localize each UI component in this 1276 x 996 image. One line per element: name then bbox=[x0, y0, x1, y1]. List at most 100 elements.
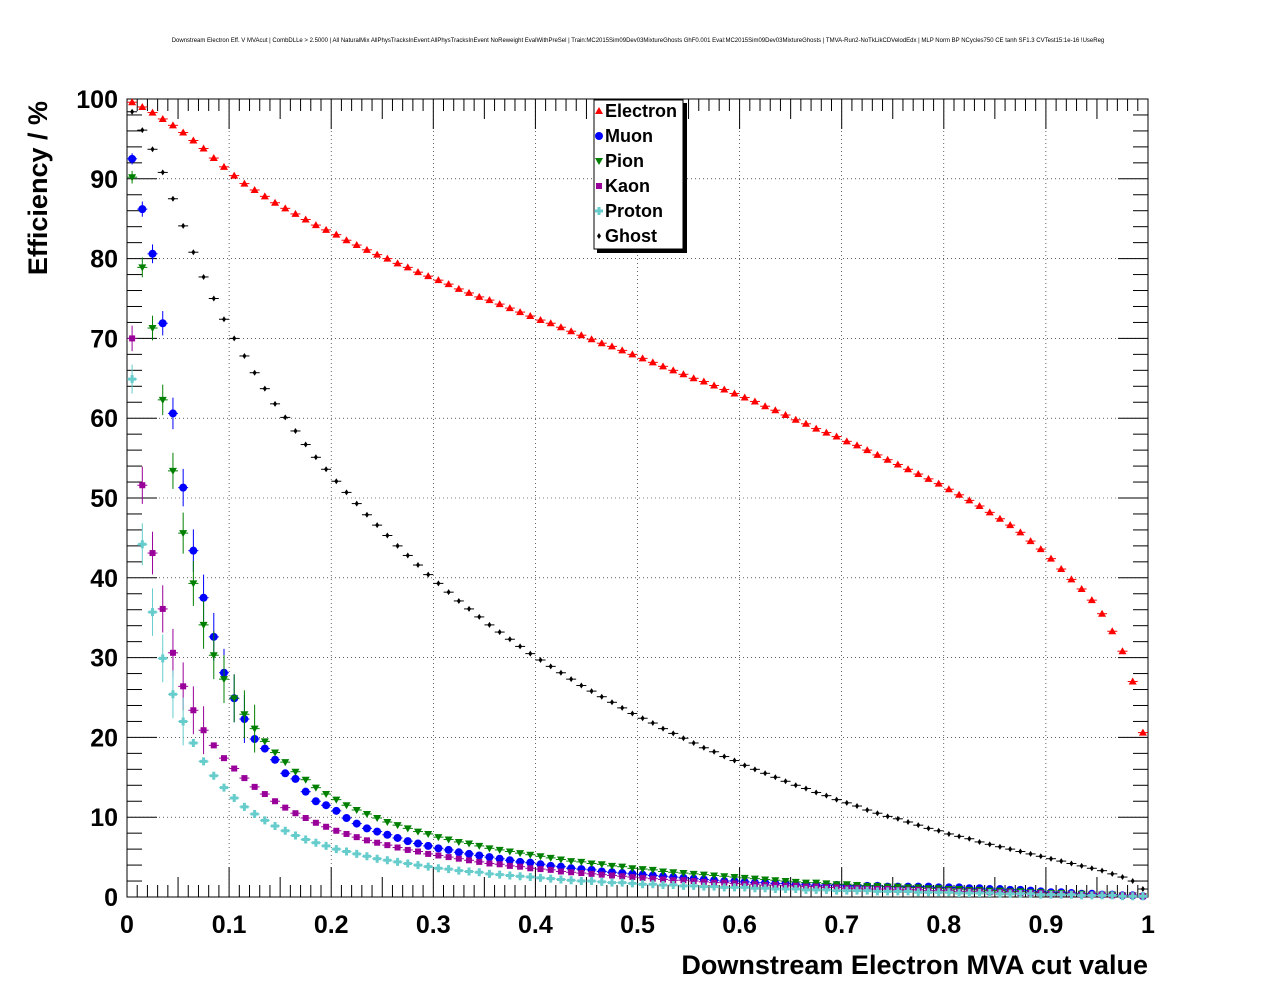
data-point-electron bbox=[761, 402, 770, 410]
data-point-proton bbox=[965, 889, 974, 898]
data-point-ghost bbox=[997, 843, 1002, 850]
data-point-proton bbox=[669, 881, 678, 890]
data-point-ghost bbox=[803, 785, 808, 792]
data-point-proton bbox=[873, 887, 882, 896]
data-point-ghost bbox=[1130, 878, 1135, 885]
data-point-proton bbox=[761, 884, 770, 893]
data-point-ghost bbox=[1120, 874, 1125, 881]
data-point-proton bbox=[250, 810, 259, 819]
data-point-proton bbox=[454, 866, 463, 875]
data-point-electron bbox=[934, 479, 943, 487]
data-point-electron bbox=[812, 424, 821, 432]
data-point-ghost bbox=[548, 663, 553, 670]
data-point-proton bbox=[219, 783, 228, 792]
data-point-electron bbox=[710, 381, 719, 389]
data-point-electron bbox=[883, 455, 892, 463]
data-point-ghost bbox=[283, 414, 288, 421]
data-point-ghost bbox=[354, 500, 359, 507]
x-tick-label: 0.7 bbox=[824, 911, 859, 939]
data-point-proton bbox=[781, 885, 790, 894]
data-point-pion bbox=[791, 878, 800, 886]
legend-label-electron: Electron bbox=[605, 101, 677, 121]
data-point-electron bbox=[567, 327, 576, 335]
data-point-ghost bbox=[681, 735, 686, 742]
data-point-electron bbox=[638, 354, 647, 362]
data-point-muon bbox=[434, 844, 443, 853]
data-point-proton bbox=[995, 889, 1004, 898]
data-point-proton bbox=[383, 856, 392, 865]
data-series bbox=[127, 98, 1148, 901]
data-point-ghost bbox=[640, 715, 645, 722]
data-point-proton bbox=[975, 889, 984, 898]
data-point-pion bbox=[822, 880, 831, 888]
data-point-ghost bbox=[211, 295, 216, 302]
data-point-pion bbox=[260, 738, 269, 746]
data-point-electron bbox=[199, 144, 208, 152]
data-point-pion bbox=[495, 846, 504, 854]
data-point-kaon bbox=[333, 827, 340, 834]
data-point-pion bbox=[465, 840, 474, 848]
data-point-kaon bbox=[445, 854, 452, 861]
data-point-proton bbox=[883, 887, 892, 896]
data-point-ghost bbox=[1008, 846, 1013, 853]
data-point-ghost bbox=[364, 511, 369, 518]
data-point-kaon bbox=[404, 846, 411, 853]
data-point-ghost bbox=[1140, 886, 1145, 893]
data-point-ghost bbox=[232, 335, 237, 342]
data-point-pion bbox=[771, 877, 780, 885]
data-point-electron bbox=[250, 185, 259, 193]
x-tick-label: 0.8 bbox=[926, 911, 961, 939]
data-point-ghost bbox=[732, 757, 737, 764]
data-point-kaon bbox=[660, 876, 667, 883]
data-point-kaon bbox=[629, 874, 636, 881]
data-point-proton bbox=[730, 883, 739, 892]
data-point-electron bbox=[781, 411, 790, 419]
data-point-kaon bbox=[598, 871, 605, 878]
data-point-ghost bbox=[252, 369, 257, 376]
data-point-ghost bbox=[630, 710, 635, 717]
data-point-pion bbox=[740, 874, 749, 882]
data-point-kaon bbox=[537, 866, 544, 873]
x-tick-label: 0.5 bbox=[620, 911, 655, 939]
data-point-ghost bbox=[1059, 858, 1064, 865]
data-point-pion bbox=[801, 879, 810, 887]
data-point-ghost bbox=[834, 796, 839, 803]
y-tick-label: 40 bbox=[90, 565, 118, 593]
data-point-proton bbox=[332, 845, 341, 854]
data-point-pion bbox=[158, 396, 167, 404]
data-point-muon bbox=[495, 854, 504, 863]
data-point-proton bbox=[413, 861, 422, 870]
data-point-ghost bbox=[293, 427, 298, 434]
data-point-pion bbox=[659, 868, 668, 876]
data-point-electron bbox=[495, 300, 504, 308]
data-point-muon bbox=[362, 824, 371, 833]
data-point-proton bbox=[914, 888, 923, 897]
data-point-electron bbox=[413, 268, 422, 276]
x-tick-label: 0.2 bbox=[314, 911, 349, 939]
series-proton bbox=[127, 364, 1148, 901]
data-point-proton bbox=[240, 802, 249, 811]
data-point-kaon bbox=[292, 810, 299, 817]
data-point-electron bbox=[1047, 554, 1056, 562]
data-point-kaon bbox=[486, 860, 493, 867]
data-point-muon bbox=[505, 856, 514, 865]
data-point-proton bbox=[801, 885, 810, 894]
data-point-ghost bbox=[385, 532, 390, 539]
data-point-ghost bbox=[375, 522, 380, 529]
data-point-proton bbox=[597, 877, 606, 886]
series-pion bbox=[127, 170, 1148, 901]
data-point-electron bbox=[955, 490, 964, 498]
data-point-pion bbox=[199, 621, 208, 629]
data-point-kaon bbox=[588, 870, 595, 877]
legend-marker-proton bbox=[595, 207, 603, 215]
data-point-pion bbox=[607, 862, 616, 870]
legend-label-pion: Pion bbox=[605, 151, 644, 171]
data-point-ghost bbox=[415, 562, 420, 569]
data-point-proton bbox=[791, 885, 800, 894]
data-point-ghost bbox=[405, 552, 410, 559]
data-point-pion bbox=[271, 749, 280, 757]
data-point-proton bbox=[955, 889, 964, 898]
legend-label-ghost: Ghost bbox=[605, 226, 657, 246]
data-point-ghost bbox=[589, 688, 594, 695]
